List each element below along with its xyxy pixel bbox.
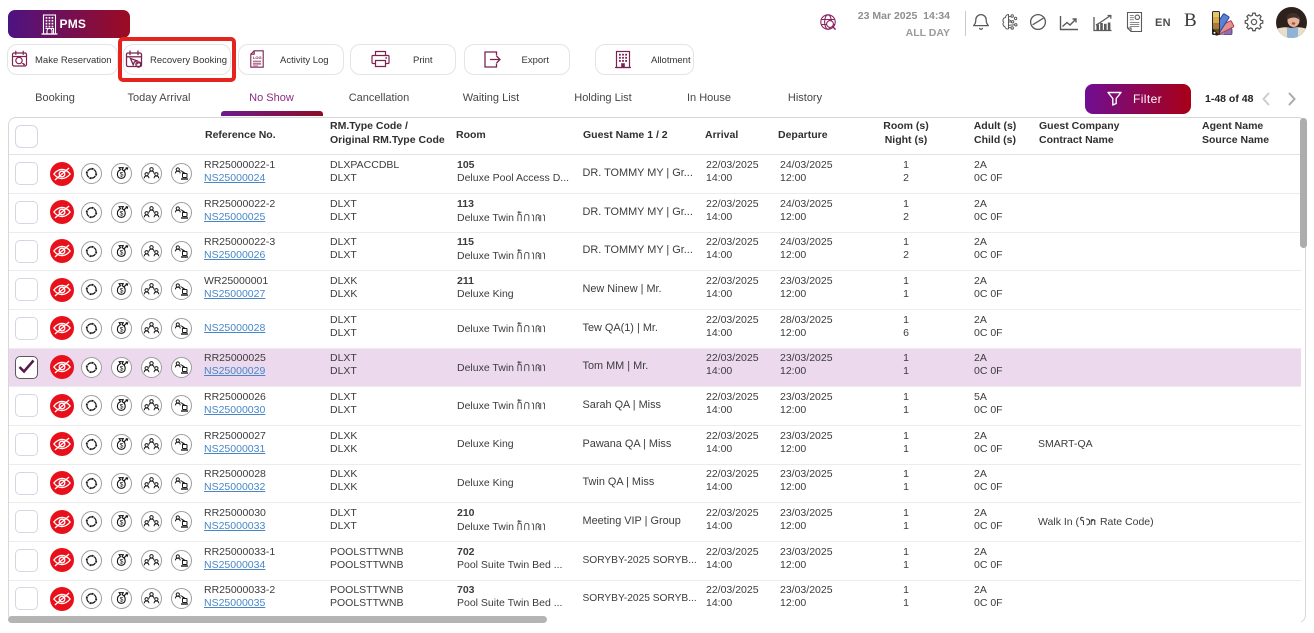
svg-text:$: $ <box>120 365 124 372</box>
svg-text:$: $ <box>120 210 124 217</box>
svg-text:$: $ <box>120 520 124 527</box>
svg-text:$: $ <box>120 597 124 604</box>
svg-text:$: $ <box>120 249 124 256</box>
svg-text:$: $ <box>120 404 124 411</box>
svg-text:$: $ <box>120 558 124 565</box>
svg-text:$: $ <box>120 442 124 449</box>
svg-text:$: $ <box>120 481 124 488</box>
svg-text:$: $ <box>120 326 124 333</box>
svg-text:LOG: LOG <box>253 55 262 60</box>
svg-text:$: $ <box>120 288 124 295</box>
svg-text:$: $ <box>120 172 124 179</box>
